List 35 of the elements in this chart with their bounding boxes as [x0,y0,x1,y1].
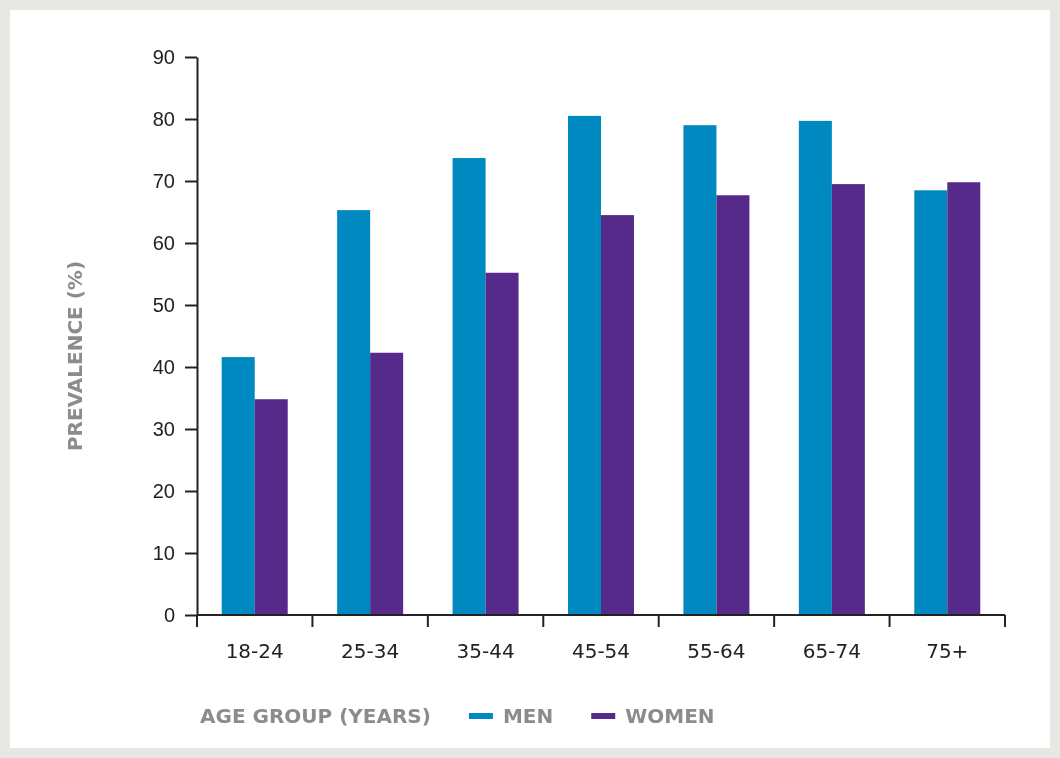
bar [254,399,288,615]
bar [485,272,519,615]
bar [337,210,371,615]
x-tick-label: 45-54 [571,639,631,663]
x-axis-title: AGE GROUP (YEARS) [200,704,431,728]
legend-label: WOMEN [625,704,715,728]
bar [831,184,865,615]
bar [568,115,601,615]
x-tick-label: 55-64 [687,639,746,663]
bar [221,357,255,615]
y-tick-label: 10 [152,541,175,564]
bar [914,190,948,615]
x-tick-label: 35-44 [456,639,515,663]
bar [947,182,981,615]
legend-label: MEN [502,704,554,728]
bar [716,195,750,615]
bar [798,120,832,615]
y-tick-label: 30 [152,417,175,440]
y-axis-title: PREVALENCE (%) [63,260,87,452]
x-tick-label: 75+ [926,639,969,663]
y-tick-label: 20 [152,479,175,502]
bar [370,352,404,615]
x-tick-label: 65-74 [802,639,861,663]
bar [683,125,717,615]
x-tick-label: 25-34 [341,639,400,663]
bar [601,215,634,615]
y-tick-label: 90 [152,45,175,68]
bar [452,158,486,615]
x-tick-label: 18-24 [225,639,284,663]
y-tick-label: 40 [152,355,175,378]
y-tick-label: 60 [152,231,175,254]
y-tick-label: 70 [152,169,175,192]
y-tick-label: 0 [163,603,175,626]
y-tick-label: 50 [152,293,175,316]
y-tick-label: 80 [152,107,175,130]
